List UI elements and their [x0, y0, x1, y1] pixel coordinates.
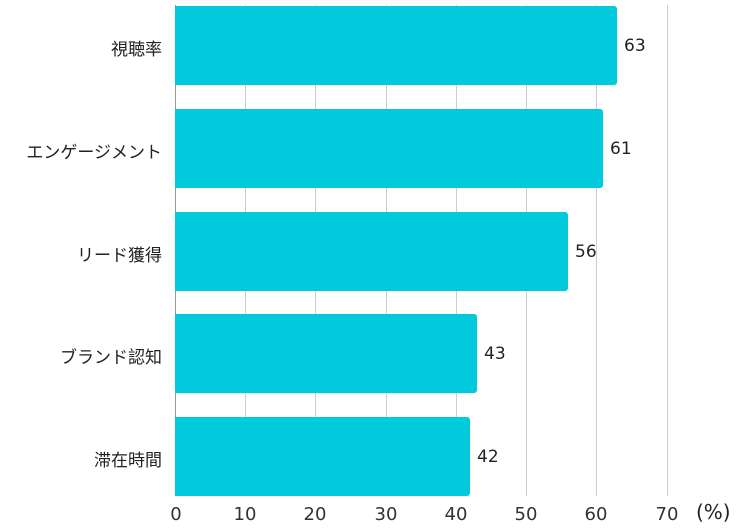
bar-lead-generation[interactable] — [175, 212, 568, 291]
x-tick-label: 30 — [374, 504, 398, 525]
gridline-70 — [667, 5, 668, 496]
x-tick-label: 70 — [655, 504, 679, 525]
x-axis-unit-label: (%) — [696, 500, 731, 524]
x-tick-label: 50 — [514, 504, 538, 525]
category-label: 滞在時間 — [94, 451, 162, 471]
x-tick-label: 40 — [444, 504, 468, 525]
value-label: 43 — [484, 344, 506, 364]
value-label: 42 — [477, 447, 499, 467]
category-label: リード獲得 — [77, 246, 162, 266]
x-tick-label: 0 — [170, 504, 182, 525]
bar-viewership[interactable] — [175, 6, 617, 85]
category-label: ブランド認知 — [60, 348, 162, 368]
category-label: エンゲージメント — [26, 143, 162, 163]
bar-brand-awareness[interactable] — [175, 314, 477, 393]
value-label: 63 — [624, 36, 646, 56]
x-tick-label: 10 — [233, 504, 257, 525]
x-tick-label: 60 — [584, 504, 608, 525]
bar-engagement[interactable] — [175, 109, 603, 188]
category-label: 視聴率 — [111, 40, 162, 60]
x-tick-label: 20 — [303, 504, 327, 525]
value-label: 61 — [610, 139, 632, 159]
gridline-60 — [596, 5, 597, 496]
bar-dwell-time[interactable] — [175, 417, 470, 496]
value-label: 56 — [575, 242, 597, 262]
